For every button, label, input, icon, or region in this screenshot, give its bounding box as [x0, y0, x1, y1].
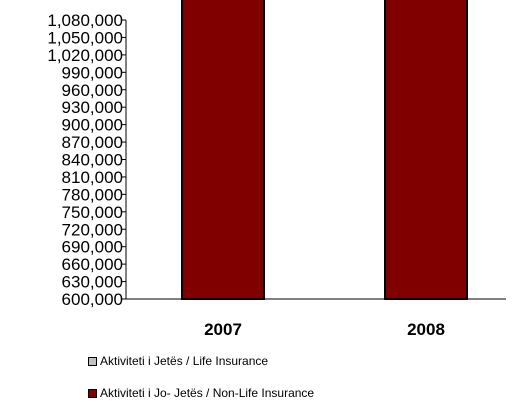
y-tick-label: 720,000	[62, 220, 123, 239]
legend-label-life: Aktiviteti i Jetës / Life Insurance	[100, 354, 269, 368]
stacked-bar-chart: 600,000 630,000 660,000 690,000 720,000 750,0…	[47, 0, 506, 400]
y-tick-label: 990,000	[62, 63, 123, 82]
legend-label-non-life: Aktiviteti i Jo- Jetës / Non-Life Insura…	[100, 386, 315, 400]
y-tick-label: 1,080,000	[47, 11, 123, 30]
x-category-label: 2008	[407, 320, 445, 339]
y-tick-label: 780,000	[62, 185, 123, 204]
y-tick-label: 690,000	[62, 238, 123, 257]
y-tick-label: 810,000	[62, 168, 123, 187]
y-tick-label: 1,050,000	[47, 28, 123, 47]
bar-non-life-2007	[181, 0, 265, 300]
bar-non-life-2008	[384, 0, 468, 300]
y-tick-label: 900,000	[62, 116, 123, 135]
legend-item-non-life: Aktiviteti i Jo- Jetës / Non-Life Insura…	[88, 386, 314, 400]
y-tick-label: 870,000	[62, 133, 123, 152]
y-tick-label: 660,000	[62, 255, 123, 274]
y-tick-label: 630,000	[62, 273, 123, 292]
legend-swatch-life	[88, 356, 97, 366]
y-tick-label: 930,000	[62, 98, 123, 117]
legend-swatch-non-life	[88, 388, 97, 398]
y-tick-label: 840,000	[62, 151, 123, 170]
y-tick-label: 600,000	[62, 290, 123, 309]
legend-item-life: Aktiviteti i Jetës / Life Insurance	[88, 354, 314, 368]
chart-plot-area: 600,000630,000660,000690,000720,000750,0…	[47, 0, 506, 339]
y-tick-label: 1,020,000	[47, 46, 123, 65]
y-tick-label: 960,000	[62, 81, 123, 100]
chart-legend: Aktiviteti i Jetës / Life Insurance Akti…	[88, 354, 314, 418]
x-category-label: 2007	[204, 320, 242, 339]
y-tick-label: 750,000	[62, 203, 123, 222]
